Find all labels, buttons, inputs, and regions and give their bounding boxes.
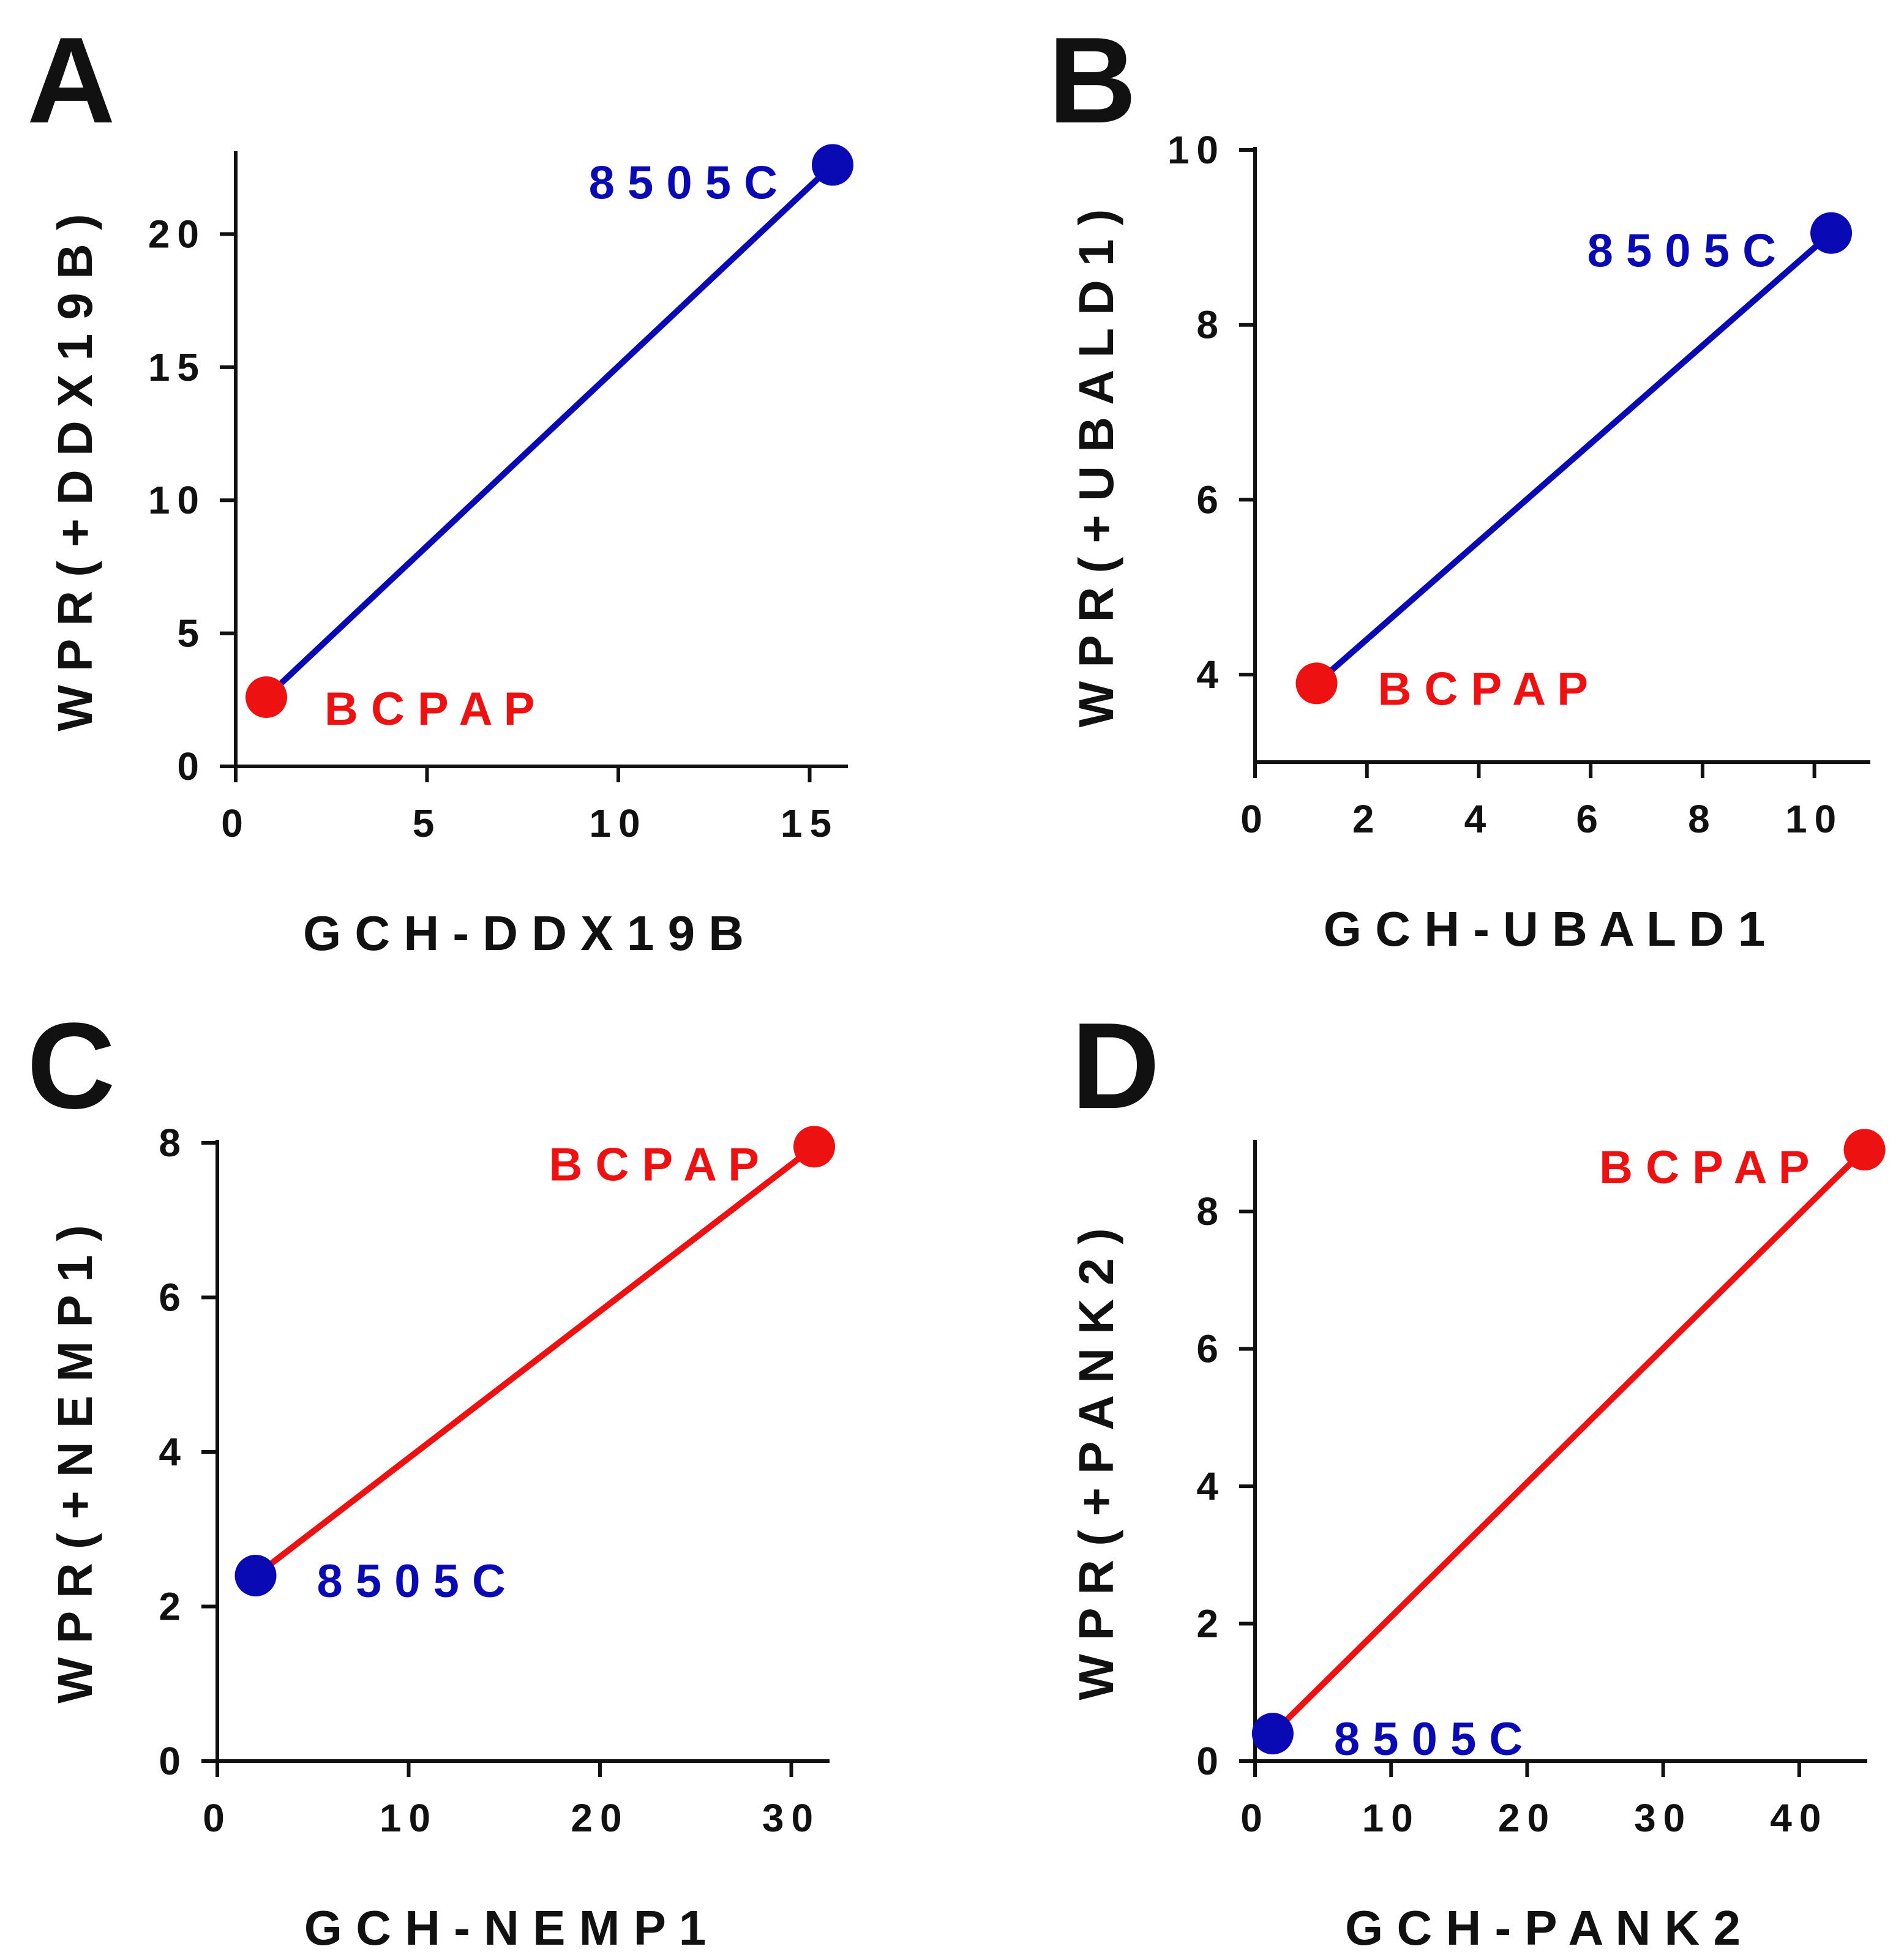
x-tick-label: 2	[1352, 797, 1382, 841]
y-tick-label: 4	[1196, 1464, 1226, 1508]
point-label-8505c: 8 5 0 5 C	[1587, 225, 1776, 277]
point-label-8505c: 8 5 0 5 C	[317, 1555, 506, 1607]
y-tick-label: 0	[177, 744, 206, 788]
x-tick-label: 0	[1240, 797, 1270, 841]
x-tick-label: 30	[762, 1796, 820, 1840]
y-tick-label: 8	[1196, 1189, 1226, 1233]
data-point-bcpap	[1843, 1129, 1886, 1171]
y-tick-label: 15	[148, 345, 206, 389]
y-tick-label: 0	[159, 1739, 188, 1783]
x-tick-label: 5	[413, 801, 442, 845]
point-label-bcpap: B C P A P	[1378, 663, 1588, 715]
data-point-8505c	[812, 144, 853, 186]
x-tick-label: 20	[571, 1796, 629, 1840]
point-label-bcpap: B C P A P	[549, 1139, 759, 1191]
y-tick-label: 2	[159, 1585, 188, 1629]
x-tick-label: 0	[221, 801, 250, 845]
x-tick-label: 20	[1498, 1796, 1556, 1840]
y-tick-label: 8	[1196, 303, 1226, 347]
x-tick-label: 10	[589, 801, 647, 845]
x-tick-label: 10	[1785, 797, 1843, 841]
y-axis-title: W P R ( + D D X 1 9 B )	[48, 214, 102, 731]
y-axis-title: W P R ( + U B A L D 1 )	[1069, 209, 1123, 728]
y-tick-label: 4	[1196, 653, 1226, 697]
series-line	[1270, 1147, 1867, 1736]
x-tick-label: 0	[203, 1796, 232, 1840]
y-tick-label: 0	[1196, 1739, 1226, 1783]
x-tick-label: 15	[781, 801, 839, 845]
x-tick-label: 30	[1634, 1796, 1692, 1840]
panel-letter: B	[1048, 12, 1136, 149]
y-tick-label: 10	[148, 478, 206, 522]
x-axis-title: G C H - D D X 1 9 B	[303, 906, 744, 960]
panel-c: C 0 10 20 30 0 2 4 6 8 G C H - N E M P 1 W P R ( + …	[27, 998, 835, 1955]
x-tick-label: 6	[1576, 797, 1605, 841]
y-axis-title: W P R ( + P A N K 2 )	[1069, 1228, 1123, 1700]
x-axis-title: G C H - U B A L D 1	[1324, 902, 1766, 956]
x-tick-label: 10	[380, 1796, 438, 1840]
panel-letter: C	[27, 998, 115, 1134]
series-line	[264, 162, 835, 700]
point-label-bcpap: B C P A P	[324, 683, 534, 735]
y-tick-label: 4	[159, 1430, 188, 1474]
panel-a: A 0 5 10 15 0 5 10 15 20 G C H - D D X 1 9 B W P R …	[27, 12, 853, 960]
data-point-8505c	[1810, 212, 1853, 254]
x-tick-label: 8	[1688, 797, 1717, 841]
x-tick-label: 40	[1770, 1796, 1828, 1840]
point-label-8505c: 8 5 0 5 C	[589, 157, 778, 209]
x-tick-label: 0	[1240, 1796, 1270, 1840]
data-point-bcpap	[793, 1126, 835, 1168]
y-tick-label: 5	[177, 612, 206, 656]
panel-b: B 0 2 4 6 8 10 4 6 8 10 G C H - U B A L D 1 W P R ( …	[1048, 12, 1870, 956]
data-point-bcpap	[245, 676, 287, 718]
y-tick-label: 8	[159, 1121, 188, 1165]
data-point-bcpap	[1295, 662, 1338, 705]
x-tick-label: 4	[1464, 797, 1494, 841]
panel-d: D 0 10 20 30 40 0 2 4 6 8 G C H - P A N K 2 W P R ( …	[1069, 998, 1886, 1955]
point-label-8505c: 8 5 0 5 C	[1334, 1713, 1523, 1765]
panel-letter: D	[1071, 998, 1160, 1134]
y-tick-label: 6	[1196, 1327, 1226, 1371]
y-tick-label: 10	[1168, 128, 1226, 172]
x-axis-title: G C H - P A N K 2	[1345, 1901, 1741, 1955]
y-tick-label: 6	[159, 1276, 188, 1320]
x-tick-label: 10	[1362, 1796, 1420, 1840]
data-point-8505c	[234, 1555, 277, 1596]
x-axis-title: G C H - N E M P 1	[304, 1901, 706, 1955]
data-point-8505c	[1251, 1713, 1294, 1755]
panel-letter: A	[27, 12, 115, 149]
series-line	[253, 1144, 817, 1578]
y-tick-label: 2	[1196, 1602, 1226, 1646]
series-line	[1314, 230, 1834, 686]
point-label-bcpap: B C P A P	[1599, 1142, 1809, 1194]
y-axis-title: W P R ( + N E M P 1 )	[48, 1225, 102, 1704]
y-tick-label: 6	[1196, 477, 1226, 522]
y-tick-label: 20	[148, 212, 206, 256]
